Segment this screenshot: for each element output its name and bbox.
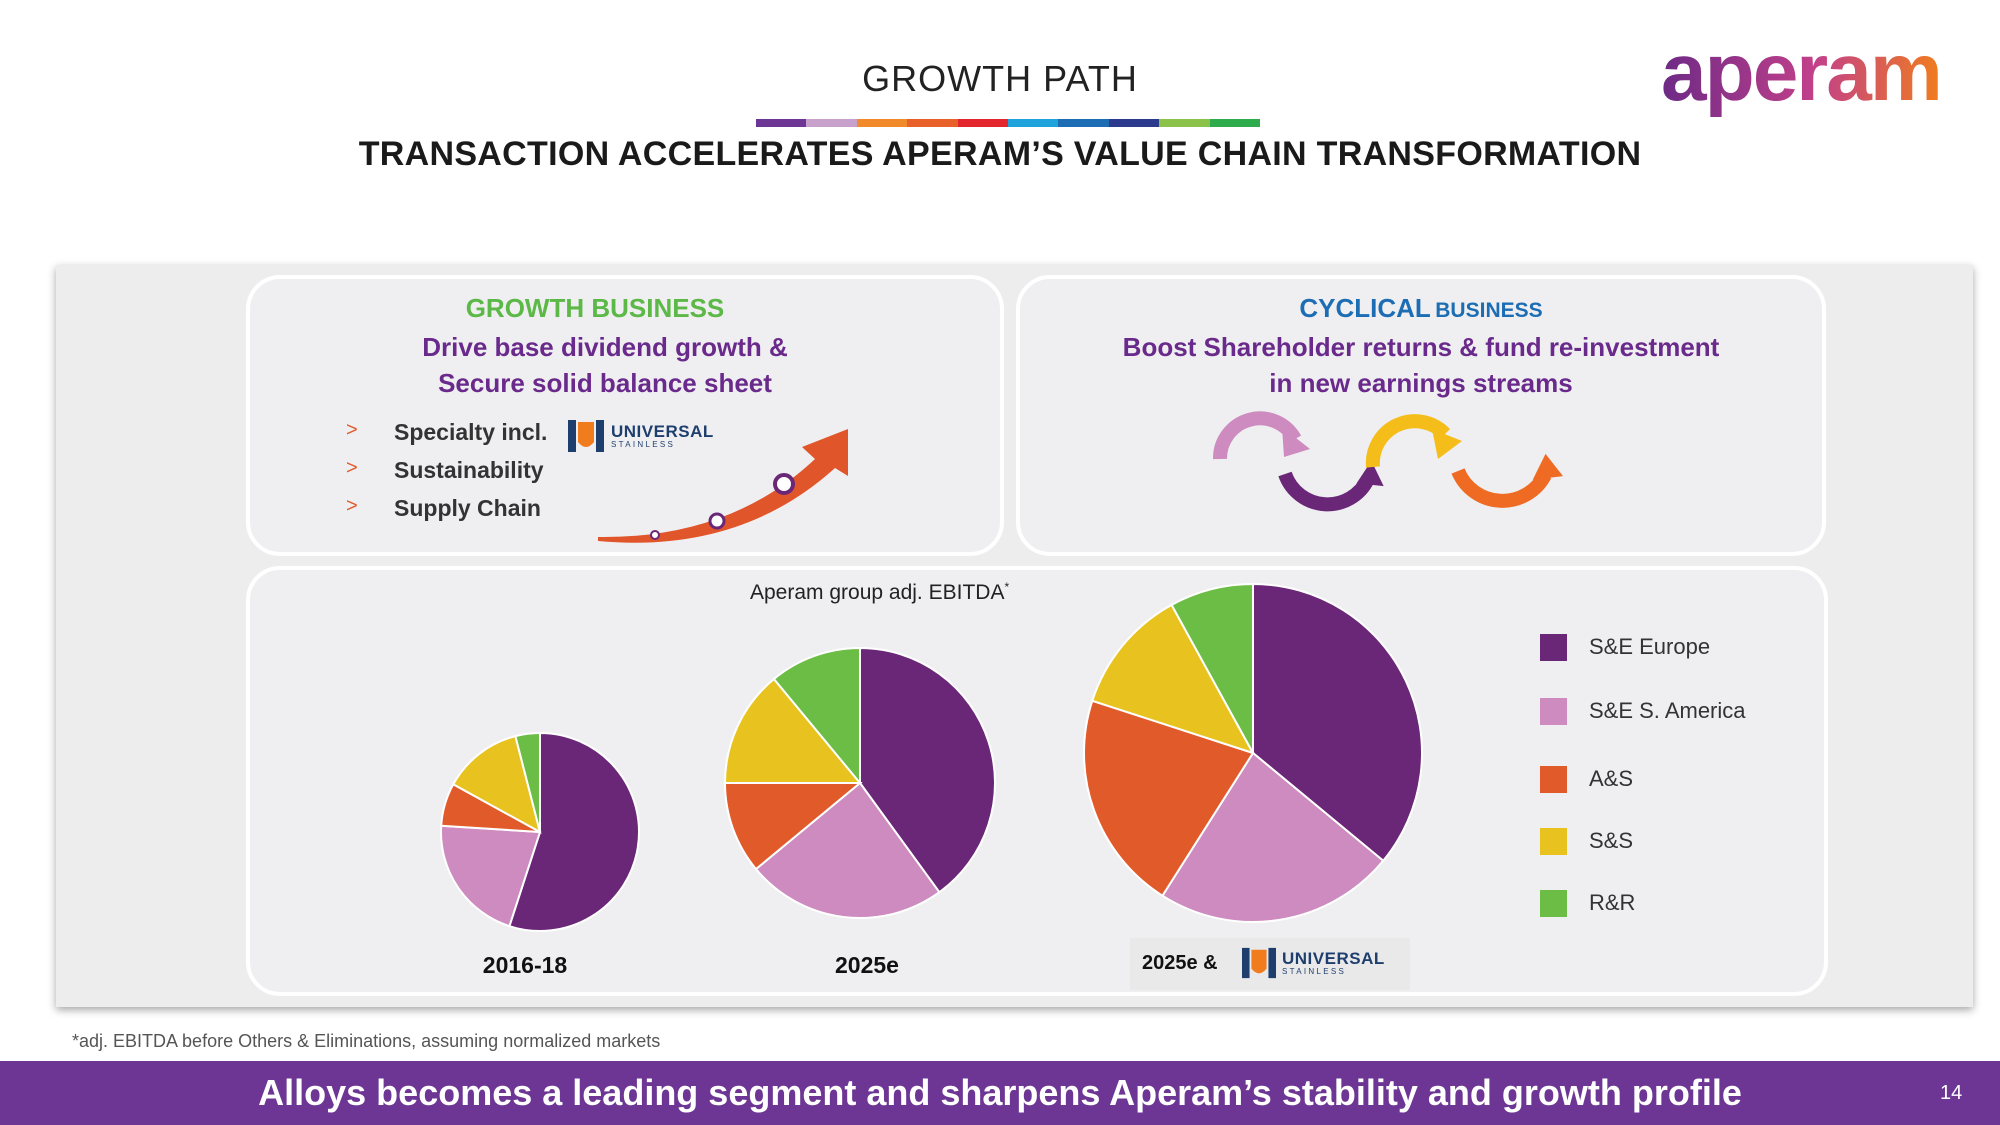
pie-label-2025e: 2025e [835, 952, 899, 978]
bullet-supply-chain-label: Supply Chain [394, 495, 541, 521]
stripe-segment [1058, 119, 1109, 127]
pie-slice-2016-18-s-s [451, 734, 542, 834]
universal-stainless-logo: UNIVERSAL STAINLESS [566, 418, 714, 454]
growth-line-1: Drive base dividend growth & [422, 332, 788, 362]
growth-line-2: Secure solid balance sheet [438, 368, 772, 398]
bullet-marker: > [346, 419, 358, 441]
cyclical-heading: CYCLICAL BUSINESS [1020, 293, 1822, 324]
legend-item-se-europe: S&E Europe [1540, 632, 1710, 662]
content-panel: GROWTH BUSINESS Drive base dividend grow… [56, 265, 1973, 1007]
universal-word: UNIVERSAL [611, 422, 714, 441]
stainless-word: STAINLESS [1282, 967, 1347, 976]
bullet-supply-chain: > Supply Chain [346, 495, 541, 522]
bottom-banner-text: Alloys becomes a leading segment and sha… [258, 1072, 1742, 1113]
stripe-segment [1159, 119, 1210, 127]
bullet-specialty: > Specialty incl. [346, 419, 548, 446]
bullet-sustainability: > Sustainability [346, 457, 544, 484]
aperam-logo-text: aperam [1661, 30, 1941, 118]
universal-shield-icon [568, 420, 604, 452]
pie-slice-2025e-r-r [772, 646, 861, 786]
legend-swatch [1540, 827, 1567, 855]
stripe-segment [1008, 119, 1059, 127]
growth-business-card: GROWTH BUSINESS Drive base dividend grow… [246, 275, 1004, 556]
pie-slice-2025e-s-e-s-america [1161, 751, 1385, 924]
legend-label: R&R [1589, 890, 1636, 915]
pie-slice-2025e-a-s [1083, 699, 1255, 898]
cyclical-heading-main: CYCLICAL [1299, 293, 1431, 323]
page-title: GROWTH PATH [862, 58, 1138, 99]
pie-slice-2016-18-s-e-europe [508, 731, 640, 932]
pie-slice-2016-18-r-r [514, 731, 541, 833]
chart-title: Aperam group adj. EBITDA* [750, 580, 1009, 605]
cyclical-heading-small: BUSINESS [1435, 299, 1543, 322]
legend-swatch [1540, 765, 1567, 793]
legend-swatch [1540, 697, 1567, 725]
growth-dot-small [650, 530, 660, 540]
stripe-segment [856, 119, 908, 127]
cyclical-line-2: in new earnings streams [1269, 368, 1573, 398]
cyclical-business-card: CYCLICAL BUSINESS Boost Shareholder retu… [1016, 275, 1826, 556]
pie-charts [440, 582, 1424, 932]
legend-item-se-s-america: S&E S. America [1540, 696, 1746, 726]
bottom-banner-bar [0, 1061, 2000, 1125]
universal-word: UNIVERSAL [1282, 949, 1385, 968]
pie-slice-2025e-s-e-s-america [754, 781, 941, 919]
stainless-word: STAINLESS [611, 440, 676, 449]
growth-dot-medium [708, 512, 726, 530]
color-stripe [756, 119, 1261, 127]
stripe-segment [957, 119, 1009, 127]
universal-shield-icon [1242, 947, 1276, 979]
stripe-segment [806, 119, 857, 127]
chart-title-text: Aperam group adj. EBITDA [750, 581, 1005, 604]
growth-dot-large [773, 473, 795, 495]
stripe-segment [1209, 119, 1261, 127]
pie-slice-2025e-s-e-europe [859, 646, 996, 894]
cyclical-line-1: Boost Shareholder returns & fund re-inve… [1122, 332, 1720, 362]
legend-label: S&E S. America [1589, 698, 1746, 723]
growth-arrow-icon [598, 429, 848, 543]
pie-slice-2025e-a-s [723, 782, 863, 871]
pie-slice-2016-18-s-e-s-america [440, 824, 542, 928]
legend-item-as: A&S [1540, 764, 1633, 794]
pie-slice-2025e-s-s [1091, 603, 1256, 755]
pie-slice-2025e-s-e-europe [1252, 582, 1424, 863]
pie-slice-2025e-r-r [1170, 582, 1254, 754]
stripe-segment [756, 119, 807, 127]
bullet-sustainability-label: Sustainability [394, 457, 544, 483]
page-number: 14 [1940, 1082, 1963, 1104]
legend-swatch [1540, 633, 1567, 661]
aperam-logo: aperam [1661, 30, 1943, 118]
stripe-segment [907, 119, 958, 127]
pie-slice-2025e-s-s [723, 677, 863, 784]
pie-label-2016-18: 2016-18 [482, 952, 568, 978]
legend-label: A&S [1589, 766, 1634, 791]
legend-item-ss: S&S [1540, 826, 1633, 856]
chart-title-asterisk: * [1004, 580, 1010, 594]
bullet-specialty-label: Specialty incl. [394, 419, 548, 445]
ebitda-chart-card: Aperam group adj. EBITDA* 2016-18 2025e … [246, 566, 1828, 996]
legend-item-rr: R&R [1540, 888, 1635, 918]
legend-label: S&E Europe [1589, 634, 1711, 659]
bullet-marker: > [346, 457, 358, 479]
page-subtitle: TRANSACTION ACCELERATES APERAM’S VALUE C… [358, 135, 1642, 173]
legend-swatch [1540, 889, 1567, 917]
pie-label-2025e-partner: 2025e & UNIVERSAL STAINLESS [1130, 938, 1410, 990]
cycle-arrows-icon [1212, 411, 1563, 512]
universal-stainless-logo: UNIVERSAL STAINLESS [1240, 946, 1385, 980]
bullet-marker: > [346, 495, 358, 517]
growth-heading: GROWTH BUSINESS [465, 293, 725, 323]
pie-label-2025e-and: 2025e & [1142, 952, 1218, 974]
footnote: *adj. EBITDA before Others & Elimination… [72, 1031, 661, 1051]
legend-label: S&S [1589, 828, 1634, 853]
stripe-segment [1108, 119, 1160, 127]
